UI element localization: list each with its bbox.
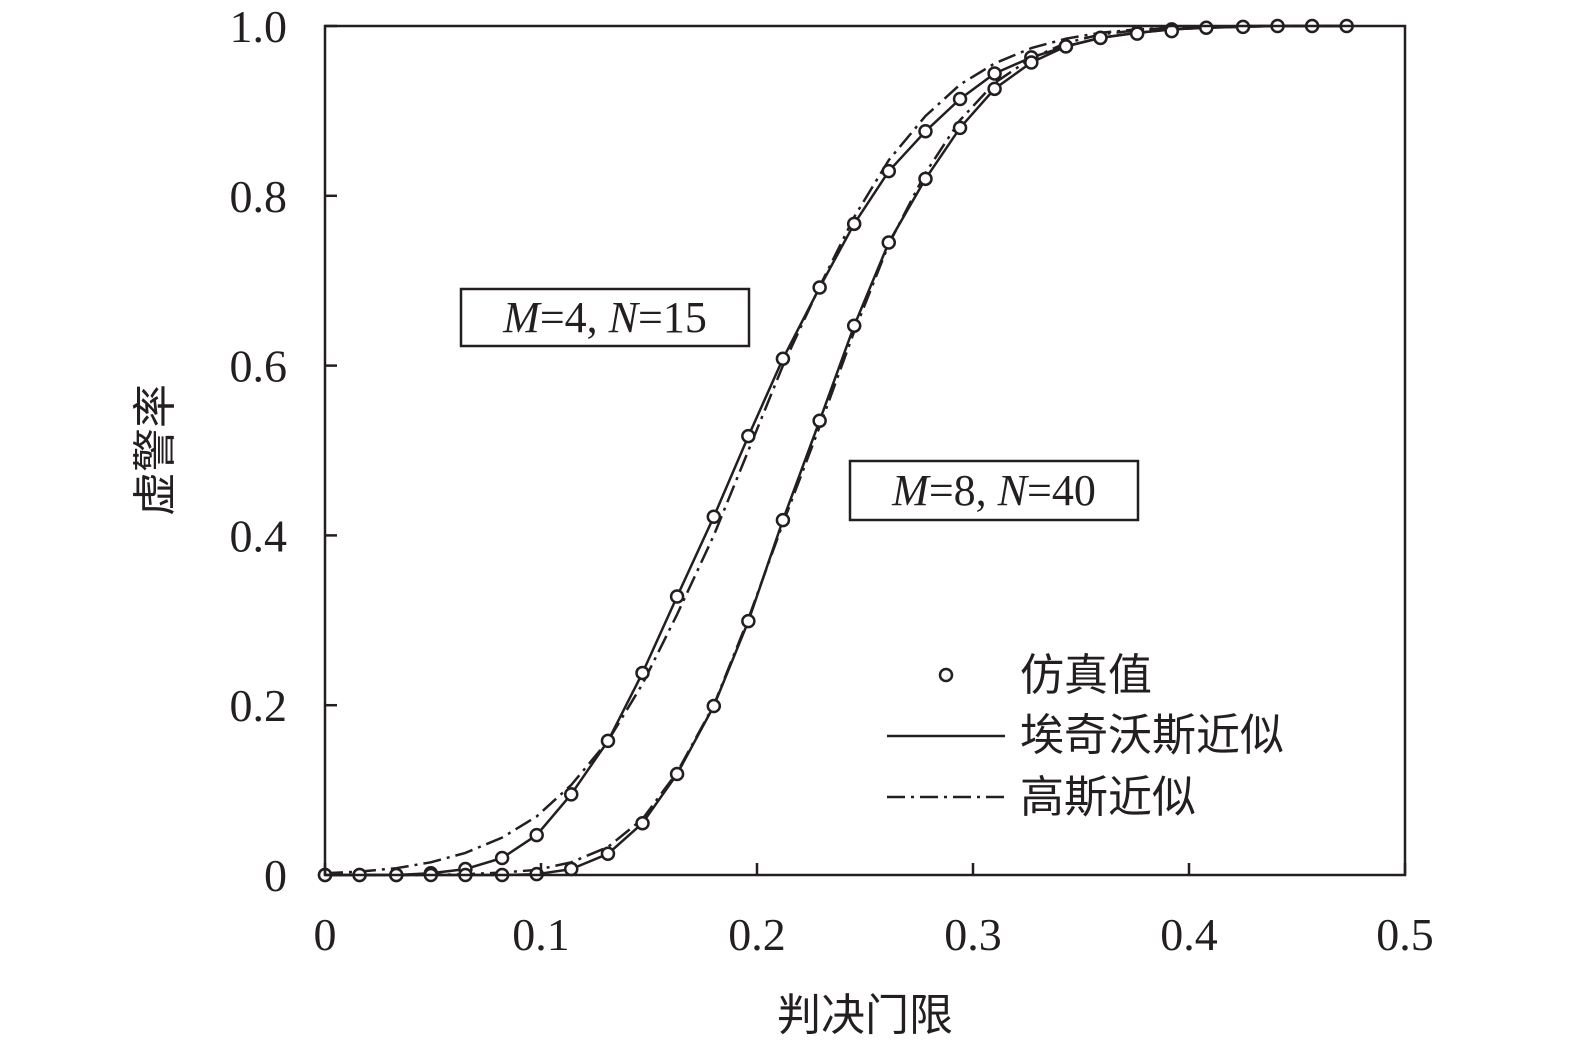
simulated-point-4-15 xyxy=(775,351,791,367)
simulated-point-8-40 xyxy=(952,120,968,136)
x-tick-label: 0.5 xyxy=(1376,909,1434,960)
annotation-part: =15 xyxy=(638,293,707,342)
x-axis-title: 判决门限 xyxy=(777,991,953,1040)
annotation-part: =8, xyxy=(929,466,998,515)
y-tick-label: 0 xyxy=(264,850,287,901)
x-tick-label: 0.3 xyxy=(944,909,1002,960)
simulated-point-8-40 xyxy=(1024,55,1039,70)
simulated-point-8-40 xyxy=(1093,30,1108,46)
simulated-point-8-40 xyxy=(1129,26,1145,41)
simulated-point-4-15 xyxy=(706,509,722,524)
simulated-point-4-15 xyxy=(1199,20,1214,35)
simulated-point-8-40 xyxy=(987,81,1002,97)
legend-label-gaussian: 高斯近似 xyxy=(1020,773,1196,822)
simulated-point-4-15 xyxy=(529,827,544,843)
simulated-point-4-15 xyxy=(812,280,827,295)
y-tick-label: 0.4 xyxy=(230,510,288,561)
y-tick-label: 0.6 xyxy=(230,341,288,392)
simulated-point-4-15 xyxy=(635,665,650,681)
simulated-point-4-15 xyxy=(846,216,862,232)
x-tick-label: 0.4 xyxy=(1160,909,1218,960)
simulated-point-8-40 xyxy=(881,235,897,250)
simulated-point-4-15 xyxy=(918,124,933,139)
simulated-point-8-40 xyxy=(741,613,756,629)
y-axis-title: 虚警率 xyxy=(131,384,180,516)
simulated-point-8-40 xyxy=(918,171,933,187)
gaussian-line-4-15 xyxy=(324,24,1347,875)
simulated-point-8-40 xyxy=(812,413,827,429)
annotation-part: M xyxy=(891,466,931,515)
simulated-point-8-40 xyxy=(1058,39,1074,54)
y-tick-label: 0.8 xyxy=(230,171,288,222)
simulated-point-4-15 xyxy=(987,66,1002,81)
simulated-point-4-15 xyxy=(563,787,579,802)
annotation-part: M xyxy=(502,293,542,342)
annotation-part: N xyxy=(997,466,1030,515)
annotation-part: =40 xyxy=(1027,466,1096,515)
simulated-point-8-40 xyxy=(846,318,862,333)
simulated-point-4-15 xyxy=(741,428,756,444)
annotation-part: =4, xyxy=(540,293,609,342)
legend-marker-circle xyxy=(938,667,954,683)
simulated-point-4-15 xyxy=(952,91,968,107)
x-tick-label: 0 xyxy=(314,909,337,960)
simulated-point-4-15 xyxy=(881,163,897,179)
simulated-point-8-40 xyxy=(669,766,685,782)
annotation-text: M=4, N=15 xyxy=(502,293,707,342)
x-tick-label: 0.2 xyxy=(728,909,786,960)
annotation-m8-n40: M=8, N=40 xyxy=(848,459,1140,522)
x-tick-label: 0.1 xyxy=(512,909,570,960)
annotation-box xyxy=(848,459,1140,522)
legend-label-simulated: 仿真值 xyxy=(1020,651,1152,700)
annotation-m4-n15: M=4, N=15 xyxy=(459,287,751,348)
legend-label-edgeworth: 埃奇沃斯近似 xyxy=(1020,711,1284,760)
simulated-point-8-40 xyxy=(563,861,579,877)
annotation-text: M=8, N=40 xyxy=(891,466,1096,515)
simulated-point-4-15 xyxy=(600,733,616,749)
annotation-box xyxy=(459,287,751,348)
simulated-point-4-15 xyxy=(669,589,685,604)
simulated-point-4-15 xyxy=(494,850,510,866)
simulated-point-8-40 xyxy=(706,698,722,714)
plot-frame xyxy=(323,24,1407,877)
x-axis: 0 0.1 0.2 0.3 0.4 0.5 xyxy=(314,863,1434,960)
simulated-point-8-40 xyxy=(600,846,616,862)
simulated-point-8-40 xyxy=(635,815,650,831)
y-tick-label: 0.2 xyxy=(230,680,288,731)
simulated-point-8-40 xyxy=(775,512,791,528)
y-axis: 0 0.2 0.4 0.6 0.8 1.0 xyxy=(230,1,337,901)
y-tick-label: 1.0 xyxy=(230,1,288,52)
legend: 仿真值 埃奇沃斯近似 高斯近似 xyxy=(887,651,1284,822)
annotation-part: N xyxy=(608,293,641,342)
